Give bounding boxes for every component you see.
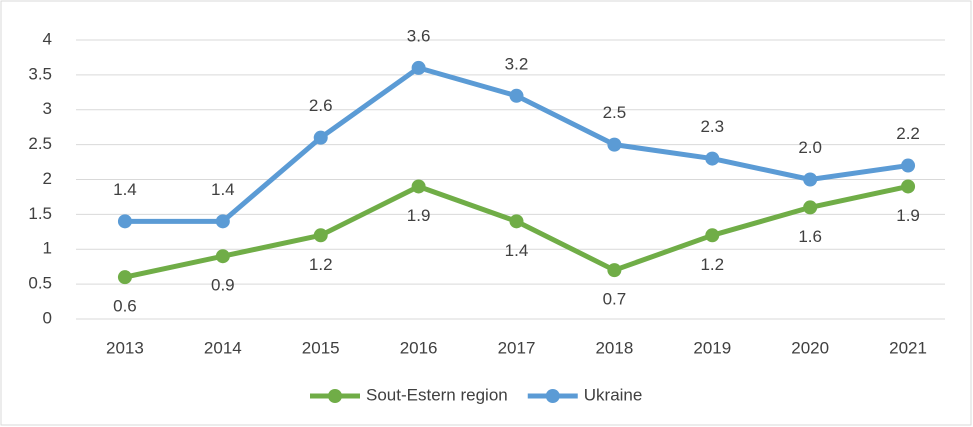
data-label: 1.4 xyxy=(113,180,137,199)
data-label: 2.5 xyxy=(603,103,627,122)
point xyxy=(901,158,916,173)
data-label: 1.9 xyxy=(896,206,920,225)
data-label: 1.9 xyxy=(407,206,431,225)
legend-label: Ukraine xyxy=(584,385,643,404)
point xyxy=(607,137,622,152)
x-tick-label: 2018 xyxy=(595,338,633,357)
x-tick-label: 2017 xyxy=(498,338,536,357)
data-label: 3.2 xyxy=(505,54,529,73)
point xyxy=(215,214,230,229)
data-label: 1.6 xyxy=(798,227,822,246)
data-label: 0.7 xyxy=(603,290,627,309)
data-label: 2.0 xyxy=(798,138,822,157)
point xyxy=(313,130,328,145)
y-tick-label: 4 xyxy=(43,29,52,48)
point xyxy=(215,249,230,264)
y-tick-label: 3 xyxy=(43,99,52,118)
x-tick-label: 2016 xyxy=(400,338,438,357)
point xyxy=(411,179,426,194)
point xyxy=(117,270,132,285)
data-label: 1.4 xyxy=(211,180,235,199)
point xyxy=(607,263,622,278)
data-label: 3.6 xyxy=(407,26,431,45)
data-label: 0.6 xyxy=(113,297,137,316)
x-tick-label: 2014 xyxy=(204,338,242,357)
x-tick-label: 2015 xyxy=(302,338,340,357)
data-label: 1.4 xyxy=(505,241,529,260)
point xyxy=(803,172,818,187)
y-tick-label: 2.5 xyxy=(28,134,52,153)
x-tick-label: 2019 xyxy=(693,338,731,357)
point xyxy=(901,179,916,194)
data-label: 1.2 xyxy=(700,255,724,274)
data-label: 2.3 xyxy=(700,117,724,136)
legend-label: Sout-Estern region xyxy=(366,385,508,404)
data-label: 1.2 xyxy=(309,255,333,274)
point xyxy=(803,200,818,215)
y-tick-label: 0 xyxy=(43,308,52,327)
x-tick-label: 2021 xyxy=(889,338,927,357)
point xyxy=(411,60,426,75)
point xyxy=(509,214,524,229)
point xyxy=(509,88,524,103)
point xyxy=(313,228,328,243)
data-label: 0.9 xyxy=(211,276,235,295)
data-label: 2.2 xyxy=(896,124,920,143)
point xyxy=(705,151,720,166)
x-tick-label: 2020 xyxy=(791,338,829,357)
y-tick-label: 1.5 xyxy=(28,204,52,223)
y-tick-label: 0.5 xyxy=(28,274,52,293)
y-tick-label: 2 xyxy=(43,169,52,188)
legend-marker xyxy=(545,389,560,403)
y-tick-label: 3.5 xyxy=(28,64,52,83)
point xyxy=(705,228,720,243)
data-label: 2.6 xyxy=(309,96,333,115)
point xyxy=(117,214,132,229)
y-tick-label: 1 xyxy=(43,239,52,258)
x-tick-label: 2013 xyxy=(106,338,144,357)
legend-marker xyxy=(328,389,342,403)
